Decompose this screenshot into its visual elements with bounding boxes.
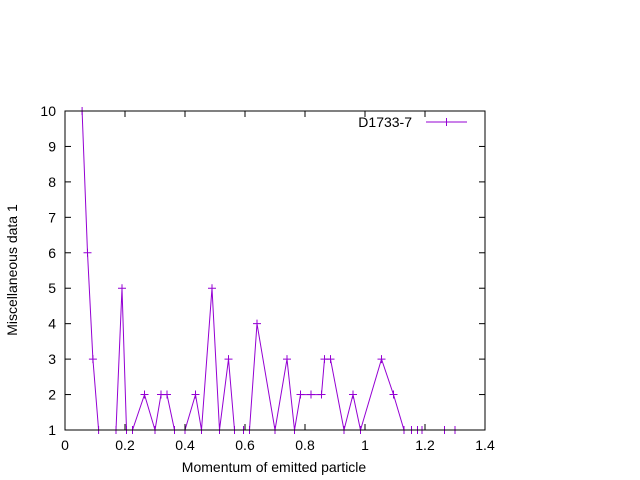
series-line bbox=[81, 110, 455, 431]
x-tick-label: 1 bbox=[361, 437, 369, 453]
data-point bbox=[118, 284, 126, 293]
data-point bbox=[208, 284, 216, 293]
x-tick-label: 1.2 bbox=[415, 437, 435, 453]
y-tick-label: 10 bbox=[40, 103, 56, 119]
legend: D1733-7 bbox=[358, 114, 467, 130]
data-point bbox=[317, 390, 326, 399]
x-tick-label: 0.4 bbox=[175, 437, 195, 453]
y-axis: 1 2 3 4 5 6 7 8 9 10 bbox=[40, 103, 485, 438]
x-tick-label: 0 bbox=[61, 437, 69, 453]
data-point bbox=[389, 390, 398, 399]
y-tick-label: 4 bbox=[48, 316, 56, 332]
y-tick-label: 5 bbox=[48, 280, 56, 296]
y-tick-label: 3 bbox=[48, 351, 56, 367]
y-tick-label: 1 bbox=[48, 422, 56, 438]
legend-marker-sample bbox=[442, 118, 451, 126]
data-point bbox=[296, 390, 305, 399]
data-point bbox=[253, 319, 261, 328]
data-point bbox=[307, 390, 315, 399]
y-tick-label: 8 bbox=[48, 174, 56, 190]
x-axis-label: Momentum of emitted particle bbox=[182, 459, 367, 475]
data-point bbox=[83, 248, 92, 257]
data-point bbox=[377, 355, 386, 364]
x-tick-label: 1.4 bbox=[475, 437, 495, 453]
data-point bbox=[283, 355, 291, 364]
x-axis: 0 0.2 0.4 0.6 0.8 1 1.2 1.4 bbox=[61, 111, 495, 453]
y-tick-label: 7 bbox=[48, 209, 56, 225]
data-point bbox=[163, 390, 171, 399]
y-tick-label: 6 bbox=[48, 245, 56, 261]
y-tick-label: 9 bbox=[48, 138, 56, 154]
x-tick-label: 0.8 bbox=[295, 437, 315, 453]
data-point bbox=[140, 390, 149, 399]
plot-area bbox=[78, 107, 459, 434]
plot-frame bbox=[64, 110, 486, 431]
legend-label: D1733-7 bbox=[358, 114, 412, 130]
x-tick-label: 0.6 bbox=[235, 437, 255, 453]
data-point bbox=[224, 355, 233, 364]
x-tick-label: 0.2 bbox=[115, 437, 135, 453]
data-point bbox=[191, 390, 200, 399]
y-tick-label: 2 bbox=[48, 387, 56, 403]
data-point bbox=[349, 390, 357, 399]
data-point bbox=[326, 355, 335, 364]
y-axis-label: Miscellaneous data 1 bbox=[4, 204, 20, 336]
data-point bbox=[88, 355, 97, 364]
